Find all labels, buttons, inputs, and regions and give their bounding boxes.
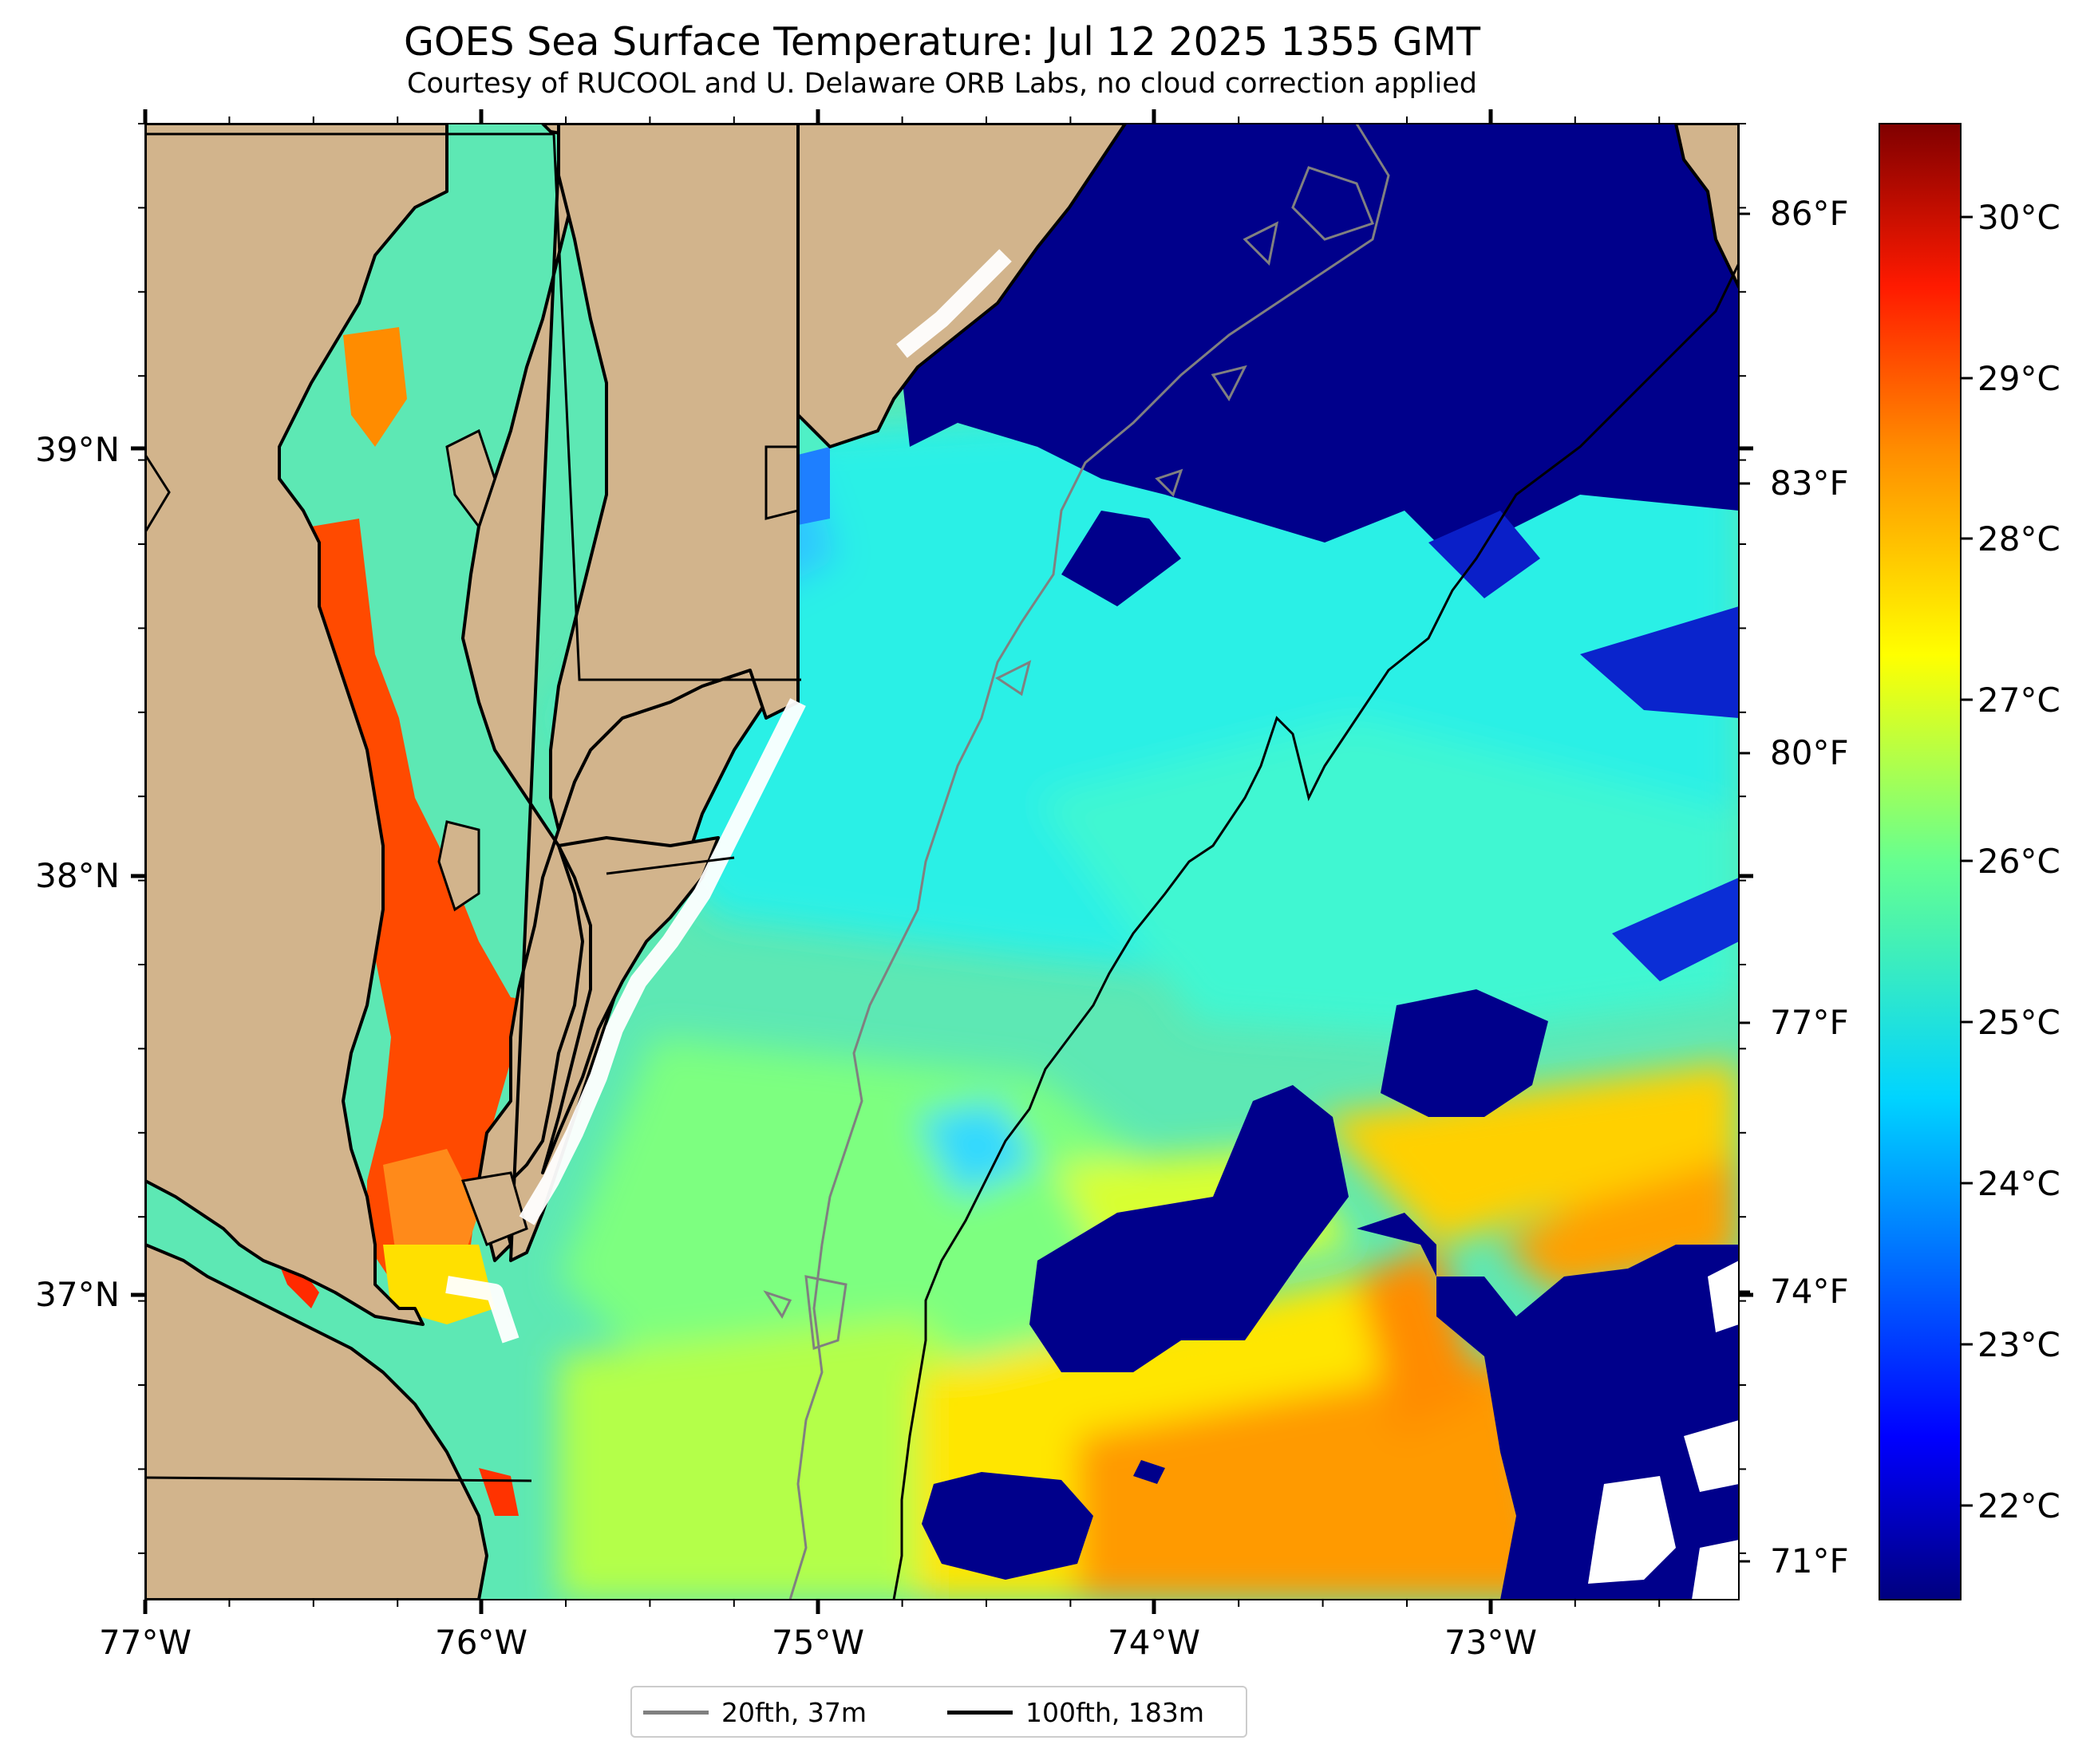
lon-axis: 77°W 76°W 75°W 74°W 73°W <box>99 1623 1537 1662</box>
isobath-20fth <box>788 124 1390 1600</box>
lat-tick-label: 39°N <box>35 430 120 469</box>
lon-tick-label: 77°W <box>99 1623 192 1662</box>
celsius-tick-label: 25°C <box>1977 1003 2060 1042</box>
no-data-patches <box>1588 1261 1739 1600</box>
cold-water <box>902 124 1739 1600</box>
legend-swatch-black <box>947 1711 1013 1715</box>
estuary-land <box>437 428 800 1246</box>
map-frame <box>144 123 1740 1600</box>
lon-tick-label: 75°W <box>772 1623 864 1662</box>
legend-label: 100fth, 183m <box>1025 1697 1204 1728</box>
isobath-20fth-islands <box>763 166 1374 1351</box>
celsius-axis: 30°C 29°C 28°C 27°C 26°C 25°C 24°C 23°C … <box>1977 198 2060 1525</box>
lon-tick-label: 73°W <box>1444 1623 1537 1662</box>
celsius-tick-label: 26°C <box>1977 842 2060 881</box>
isobath-legend: 20fth, 37m 100fth, 183m <box>630 1686 1247 1738</box>
fahrenheit-tick-label: 83°F <box>1770 464 1849 503</box>
celsius-tick-label: 22°C <box>1977 1486 2060 1525</box>
map-area <box>145 124 1739 1600</box>
colorbar-ticks <box>1961 215 1973 1507</box>
fahrenheit-tick-label: 80°F <box>1770 733 1849 772</box>
isobath-100fth <box>892 262 1739 1600</box>
celsius-tick-label: 30°C <box>1977 198 2060 237</box>
state-borders <box>145 132 801 1482</box>
lon-tick-label: 74°W <box>1108 1623 1200 1662</box>
legend-swatch-gray <box>643 1711 709 1715</box>
colorbar <box>1879 123 1962 1600</box>
fahrenheit-tick-label: 74°F <box>1770 1272 1849 1311</box>
fahrenheit-axis: 86°F 83°F 80°F 77°F 74°F 71°F <box>1770 194 1849 1580</box>
fahrenheit-tick-label: 86°F <box>1770 194 1849 233</box>
celsius-tick-label: 23°C <box>1977 1325 2060 1364</box>
map-ticks <box>131 109 1753 1614</box>
lat-tick-label: 38°N <box>35 856 120 895</box>
map-title: GOES Sea Surface Temperature: Jul 12 202… <box>403 19 1481 65</box>
legend-item-20fth: 20fth, 37m <box>643 1697 867 1728</box>
fahrenheit-tick-label: 71°F <box>1770 1541 1849 1580</box>
legend-item-100fth: 100fth, 183m <box>947 1697 1204 1728</box>
land <box>145 124 1739 1600</box>
lat-axis: 39°N 38°N 37°N <box>35 430 120 1314</box>
coastal-no-data <box>445 249 1012 1344</box>
celsius-tick-label: 24°C <box>1977 1164 2060 1203</box>
celsius-tick-label: 27°C <box>1977 681 2060 720</box>
legend-label: 20fth, 37m <box>721 1697 867 1728</box>
celsius-tick-label: 28°C <box>1977 519 2060 558</box>
celsius-tick-label: 29°C <box>1977 359 2060 398</box>
lat-tick-label: 37°N <box>35 1275 120 1314</box>
fahrenheit-tick-label: 77°F <box>1770 1003 1849 1042</box>
lon-tick-label: 76°W <box>435 1623 527 1662</box>
map-subtitle: Courtesy of RUCOOL and U. Delaware ORB L… <box>407 68 1477 100</box>
